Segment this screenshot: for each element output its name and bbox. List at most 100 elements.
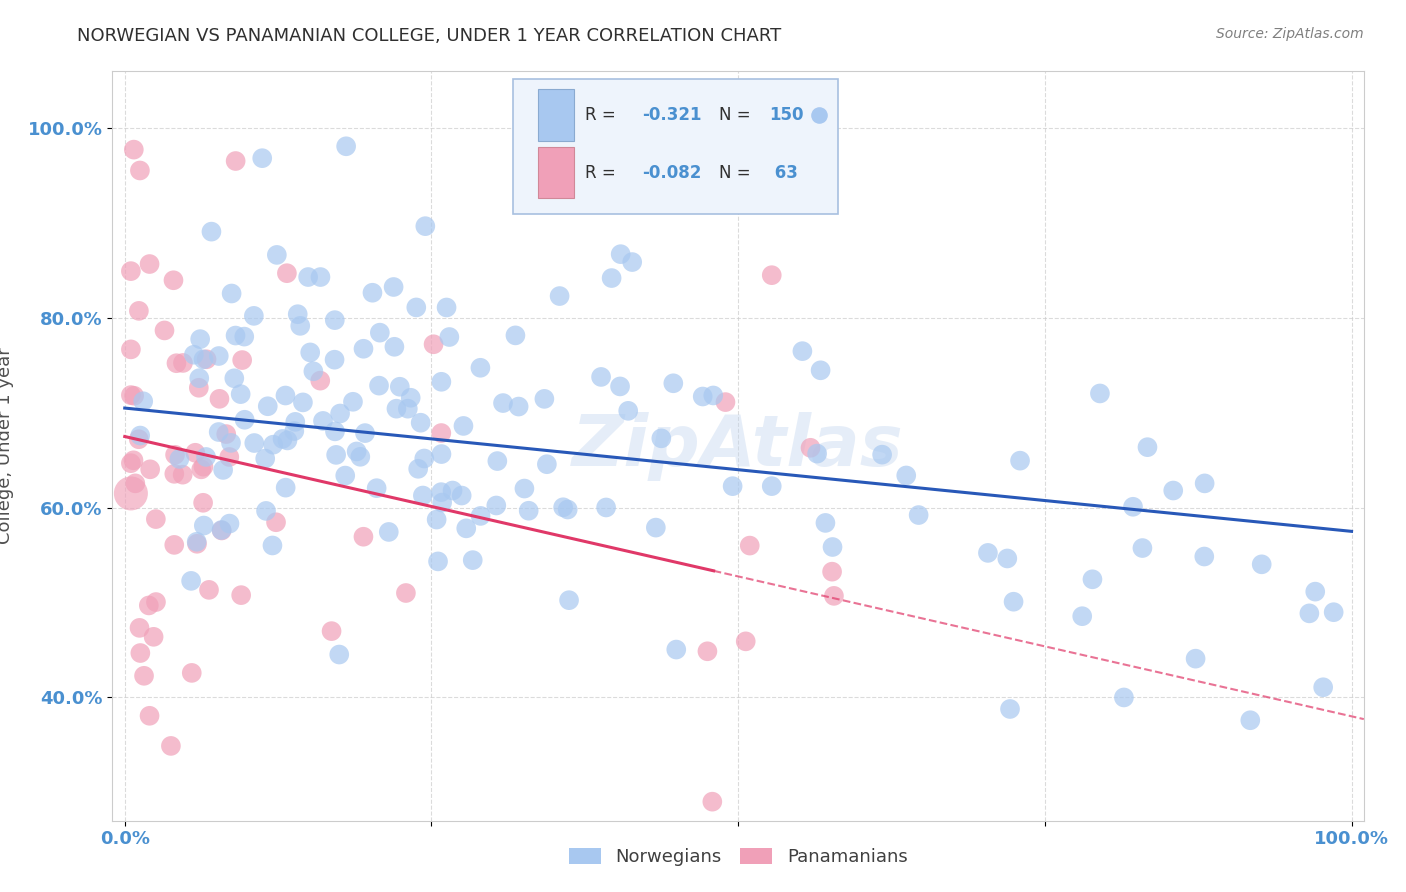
Point bbox=[395, 586, 418, 600]
Point bbox=[485, 499, 508, 513]
Point bbox=[1112, 690, 1135, 705]
Legend: Norwegians, Panamanians: Norwegians, Panamanians bbox=[560, 839, 917, 875]
Point bbox=[335, 139, 357, 153]
Point bbox=[163, 467, 186, 481]
Point bbox=[186, 537, 208, 551]
Point bbox=[1298, 607, 1320, 621]
Point bbox=[139, 462, 162, 476]
Point bbox=[896, 468, 918, 483]
Point bbox=[309, 270, 332, 285]
Point bbox=[191, 496, 214, 510]
Point bbox=[385, 401, 408, 416]
Point bbox=[486, 454, 509, 468]
Point bbox=[870, 448, 893, 462]
Point bbox=[353, 342, 375, 356]
Point bbox=[1081, 572, 1104, 586]
Point bbox=[129, 428, 152, 442]
Point bbox=[354, 426, 377, 441]
Text: R =: R = bbox=[585, 163, 621, 181]
Point bbox=[145, 595, 167, 609]
Point bbox=[254, 504, 277, 518]
Point bbox=[183, 348, 205, 362]
Point bbox=[453, 419, 475, 434]
Text: Source: ZipAtlas.com: Source: ZipAtlas.com bbox=[1216, 27, 1364, 41]
Point bbox=[165, 356, 187, 370]
Point bbox=[388, 380, 411, 394]
Point bbox=[198, 582, 221, 597]
Point bbox=[349, 450, 371, 464]
Point bbox=[430, 447, 453, 461]
Point bbox=[195, 450, 218, 464]
Point bbox=[271, 432, 294, 446]
Point bbox=[406, 462, 429, 476]
Point bbox=[977, 546, 1000, 560]
Point bbox=[188, 371, 211, 385]
Point bbox=[814, 516, 837, 530]
Point bbox=[243, 436, 266, 450]
Point bbox=[806, 447, 828, 461]
Point bbox=[233, 329, 256, 343]
Point bbox=[761, 268, 783, 283]
Point bbox=[734, 634, 756, 648]
Point bbox=[352, 530, 374, 544]
Point bbox=[600, 271, 623, 285]
Point bbox=[650, 431, 672, 445]
Point bbox=[200, 225, 222, 239]
Point bbox=[821, 540, 844, 554]
Point bbox=[907, 508, 929, 522]
Point bbox=[180, 574, 202, 588]
Point bbox=[138, 708, 160, 723]
Point bbox=[1194, 476, 1216, 491]
Point bbox=[439, 330, 461, 344]
Point bbox=[558, 593, 581, 607]
Point bbox=[823, 589, 845, 603]
Point bbox=[129, 163, 152, 178]
Point bbox=[231, 588, 253, 602]
Point bbox=[1136, 440, 1159, 454]
FancyBboxPatch shape bbox=[538, 89, 574, 141]
Point bbox=[122, 143, 145, 157]
Point bbox=[430, 425, 453, 440]
Point bbox=[1194, 549, 1216, 564]
Point bbox=[264, 515, 287, 529]
Point bbox=[329, 407, 352, 421]
Point bbox=[361, 285, 384, 300]
Point bbox=[384, 340, 406, 354]
Point bbox=[426, 512, 449, 526]
Point bbox=[128, 432, 150, 446]
Point bbox=[120, 456, 142, 470]
Point bbox=[180, 665, 202, 680]
Point bbox=[461, 553, 484, 567]
Point bbox=[120, 486, 142, 500]
Point bbox=[262, 539, 284, 553]
Point bbox=[1303, 584, 1326, 599]
Point bbox=[1008, 453, 1031, 467]
Point bbox=[1323, 605, 1346, 619]
Point bbox=[328, 648, 350, 662]
Point bbox=[124, 476, 146, 491]
Point bbox=[128, 304, 150, 318]
Point bbox=[129, 646, 152, 660]
Point bbox=[184, 446, 207, 460]
Point bbox=[325, 448, 347, 462]
Point bbox=[513, 482, 536, 496]
Point bbox=[193, 352, 215, 367]
Point bbox=[412, 489, 434, 503]
Text: N =: N = bbox=[720, 106, 756, 124]
Point bbox=[807, 176, 830, 190]
Point bbox=[517, 504, 540, 518]
Point bbox=[142, 630, 165, 644]
Point bbox=[430, 495, 453, 509]
Point bbox=[274, 388, 297, 402]
Point bbox=[702, 388, 724, 402]
Point bbox=[169, 451, 191, 466]
Point bbox=[409, 416, 432, 430]
Point bbox=[218, 516, 240, 531]
Point bbox=[266, 248, 288, 262]
Point bbox=[553, 500, 575, 515]
Point bbox=[430, 375, 453, 389]
Point bbox=[254, 451, 277, 466]
Text: N =: N = bbox=[720, 163, 756, 181]
Point bbox=[405, 301, 427, 315]
Point bbox=[738, 539, 761, 553]
